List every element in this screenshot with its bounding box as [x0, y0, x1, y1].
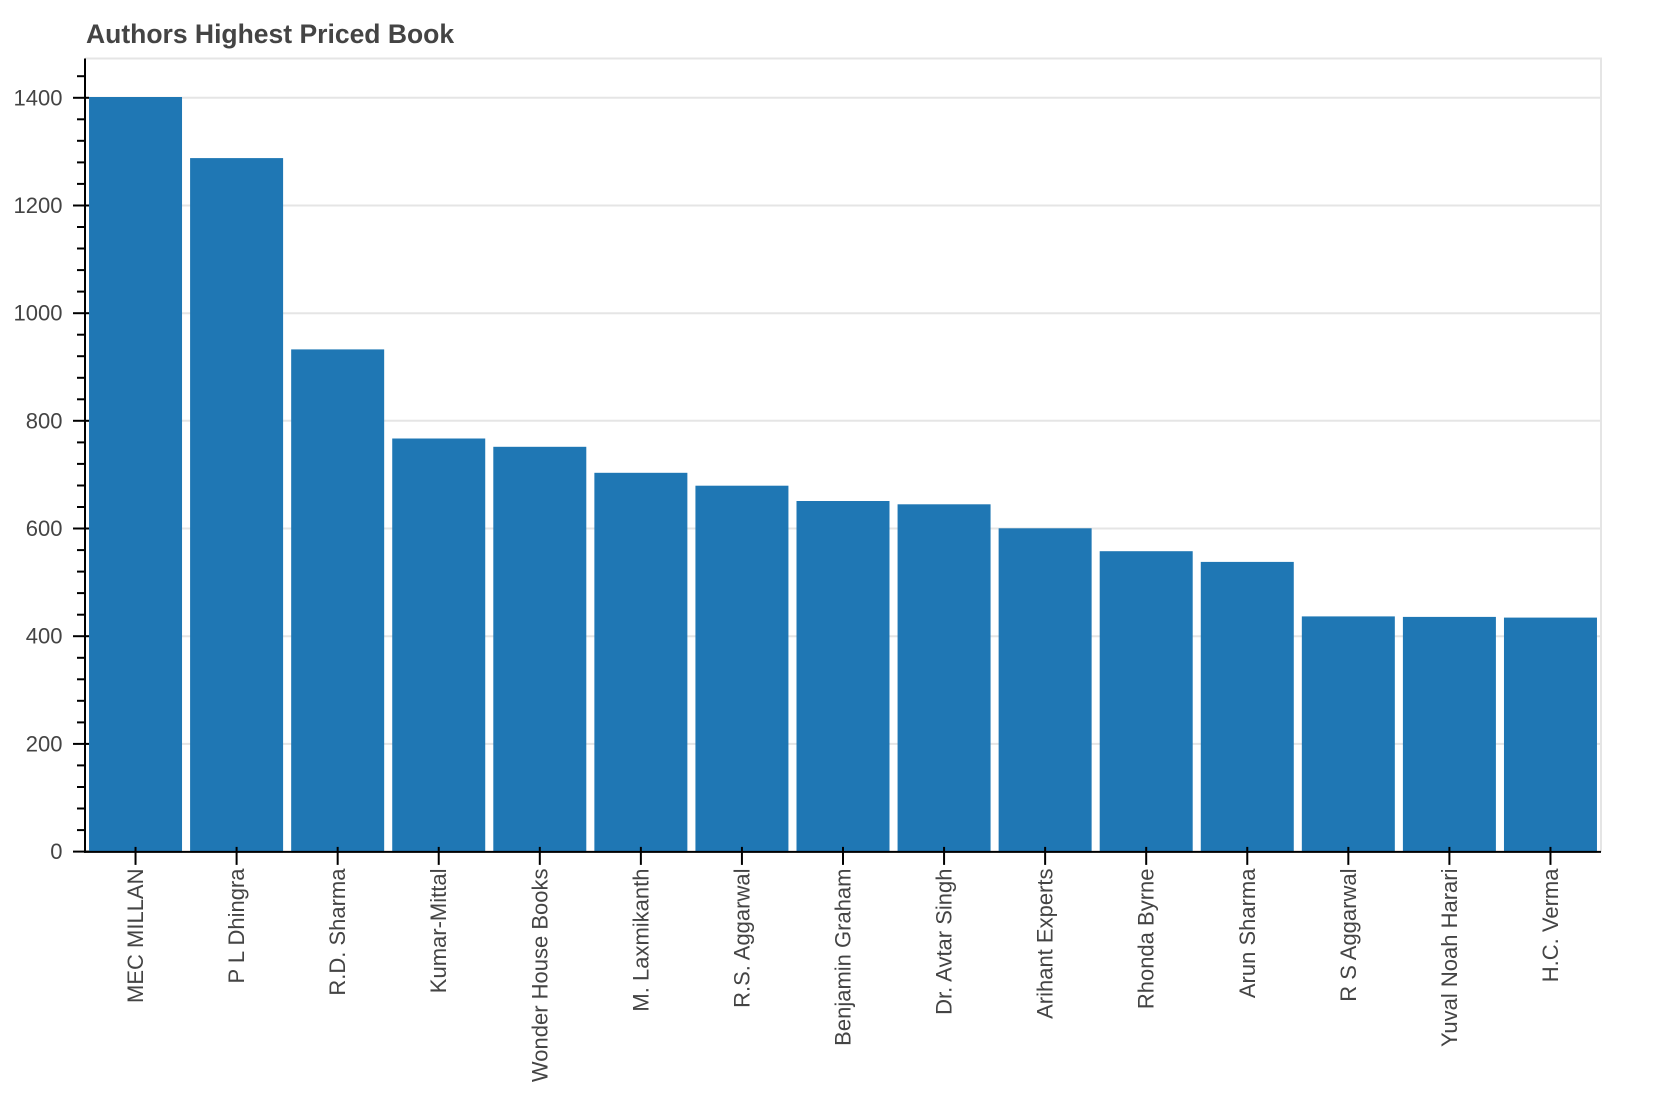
svg-text:Arihant Experts: Arihant Experts: [1033, 869, 1058, 1019]
svg-text:1200: 1200: [14, 193, 63, 218]
svg-text:Wonder House Books: Wonder House Books: [527, 869, 552, 1083]
svg-text:600: 600: [26, 516, 63, 541]
svg-text:1000: 1000: [14, 301, 63, 326]
svg-text:400: 400: [26, 624, 63, 649]
svg-text:H.C. Verma: H.C. Verma: [1538, 868, 1563, 982]
svg-text:200: 200: [26, 731, 63, 756]
svg-text:R.D. Sharma: R.D. Sharma: [325, 868, 350, 996]
svg-text:800: 800: [26, 408, 63, 433]
svg-text:Authors Highest Priced Book: Authors Highest Priced Book: [86, 19, 454, 49]
svg-text:P L Dhingra: P L Dhingra: [224, 868, 249, 984]
svg-text:Arun Sharma: Arun Sharma: [1235, 868, 1260, 998]
svg-text:R.S. Aggarwal: R.S. Aggarwal: [729, 869, 754, 1008]
svg-text:R S Aggarwal: R S Aggarwal: [1336, 869, 1361, 1002]
svg-text:Rhonda Byrne: Rhonda Byrne: [1134, 869, 1159, 1010]
svg-text:Kumar-Mittal: Kumar-Mittal: [426, 869, 451, 994]
svg-text:M. Laxmikanth: M. Laxmikanth: [628, 869, 653, 1012]
svg-text:1400: 1400: [14, 85, 63, 110]
svg-text:0: 0: [50, 839, 62, 864]
svg-text:Dr. Avtar Singh: Dr. Avtar Singh: [932, 869, 957, 1015]
svg-text:MEC MILLAN: MEC MILLAN: [123, 869, 148, 1003]
svg-text:Yuval Noah Harari: Yuval Noah Harari: [1437, 869, 1462, 1048]
svg-text:Benjamin Graham: Benjamin Graham: [831, 869, 856, 1046]
